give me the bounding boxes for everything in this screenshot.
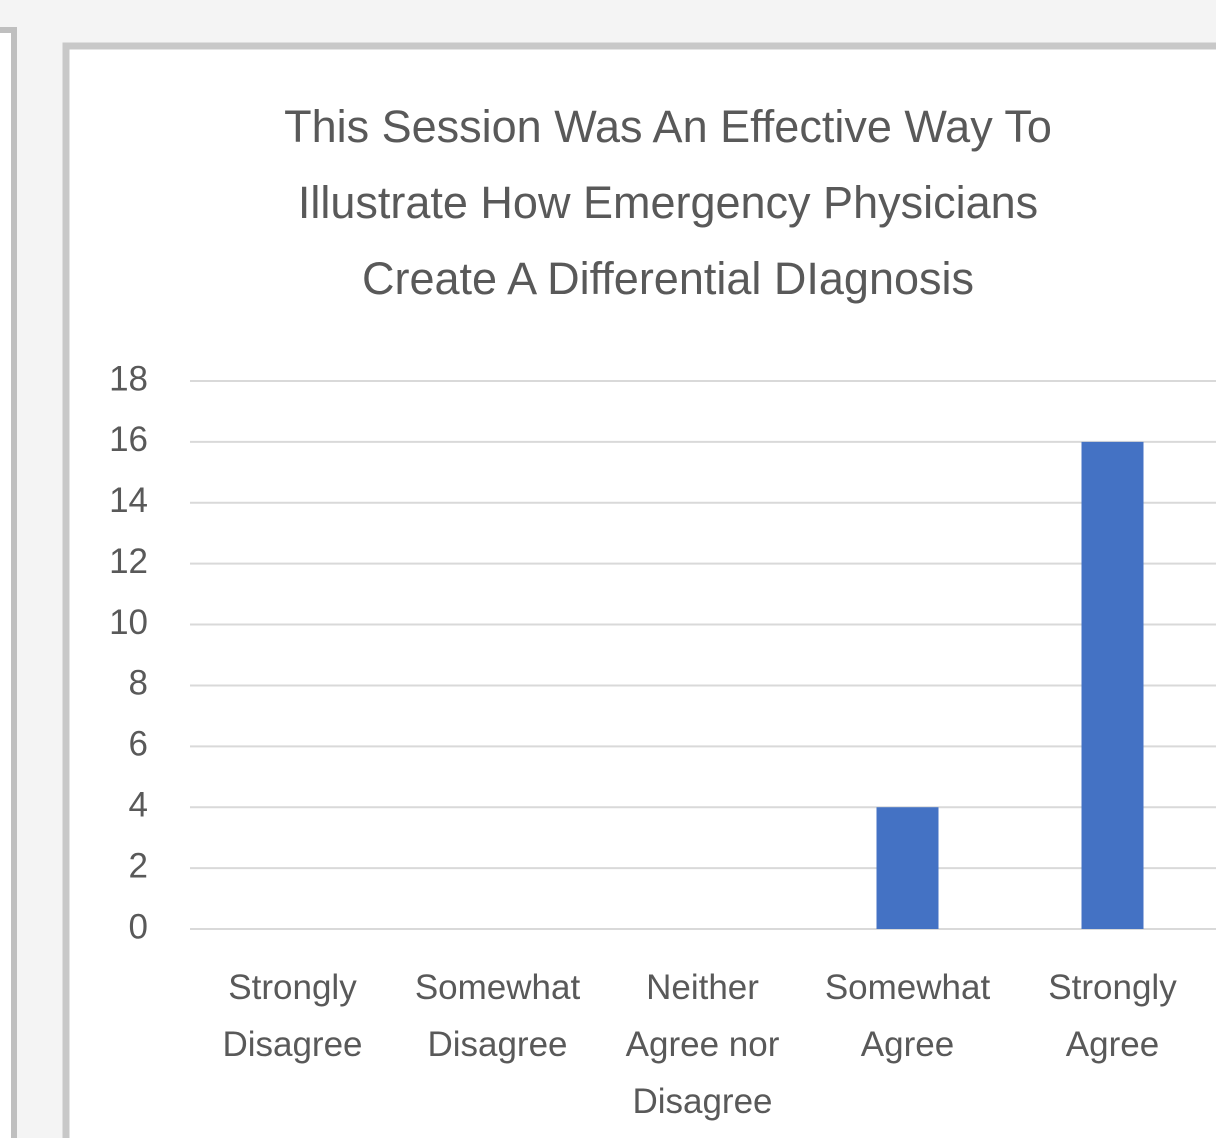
x-tick-label: Somewhat Disagree bbox=[415, 968, 581, 1064]
y-tick-label: 18 bbox=[109, 359, 148, 398]
y-tick-label: 12 bbox=[109, 542, 148, 581]
x-tick-label: Strongly Agree bbox=[1048, 968, 1177, 1064]
x-tick-label: Somewhat Agree bbox=[825, 968, 991, 1064]
y-tick-label: 6 bbox=[129, 725, 148, 764]
x-tick-label: Neither Agree nor Disagree bbox=[626, 968, 780, 1121]
y-tick-label: 0 bbox=[129, 907, 148, 946]
y-tick-label: 10 bbox=[109, 603, 148, 642]
y-tick-label: 8 bbox=[129, 664, 148, 703]
bar bbox=[876, 807, 939, 929]
y-tick-label: 14 bbox=[109, 481, 148, 520]
x-tick-label: Strongly Disagree bbox=[222, 968, 362, 1064]
y-tick-label: 16 bbox=[109, 420, 148, 459]
y-tick-label: 4 bbox=[129, 785, 148, 824]
y-tick-label: 2 bbox=[129, 846, 148, 885]
chart-title: This Session Was An Effective Way To Illu… bbox=[284, 101, 1052, 304]
side-panel bbox=[0, 27, 17, 1138]
chart-panel bbox=[62, 42, 1216, 1138]
bar bbox=[1081, 441, 1144, 929]
